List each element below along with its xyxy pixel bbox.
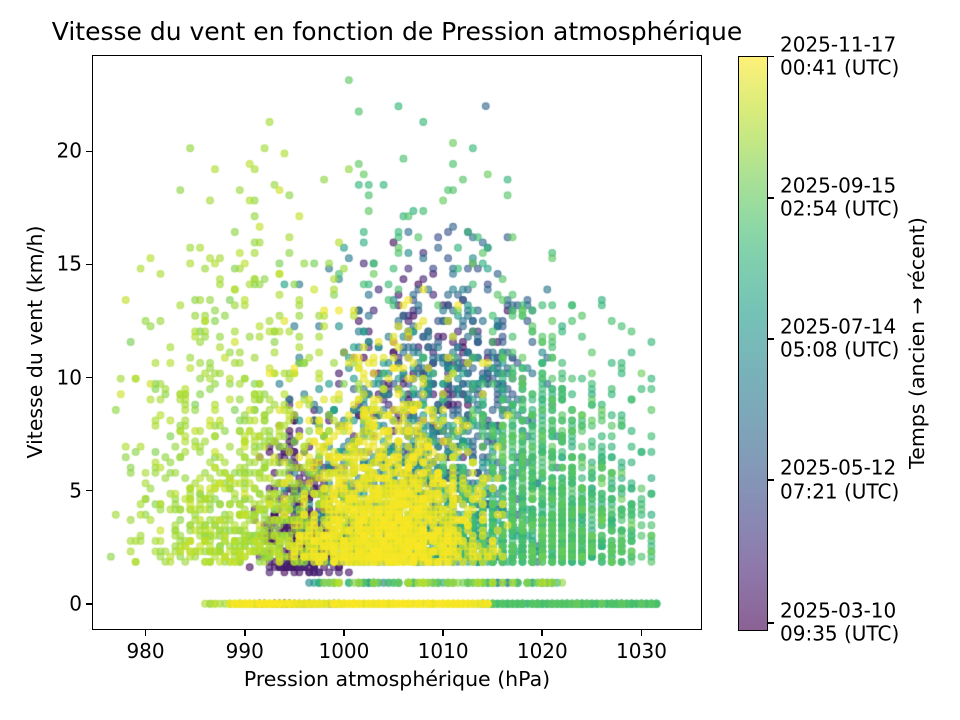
y-tick-label: 15	[56, 251, 82, 276]
colorbar-axis-label: Temps (ancien → récent)	[905, 217, 929, 469]
x-tick-label: 1030	[616, 639, 667, 663]
colorbar-tick-mark	[768, 196, 774, 199]
y-tick-label: 10	[56, 365, 82, 390]
x-tick-mark	[144, 630, 147, 636]
colorbar-tick-label: 2025-11-17 00:41 (UTC)	[780, 32, 900, 80]
x-tick-mark	[541, 630, 544, 636]
colorbar-tick-mark	[768, 55, 774, 58]
x-axis-label: Pression atmosphérique (hPa)	[243, 667, 551, 691]
y-tick-label: 20	[56, 138, 82, 163]
y-tick-mark	[86, 150, 92, 153]
x-tick-mark	[640, 630, 643, 636]
x-tick-mark	[243, 630, 246, 636]
colorbar-tick-mark	[768, 479, 774, 481]
y-tick-mark	[86, 489, 92, 492]
y-tick-mark	[86, 602, 92, 605]
y-tick-label: 5	[69, 478, 82, 503]
y-tick-mark	[86, 263, 92, 266]
colorbar-tick-label: 2025-05-12 07:21 (UTC)	[780, 455, 900, 504]
colorbar-tick-label: 2025-03-10 09:35 (UTC)	[780, 598, 900, 646]
y-axis-label: Vitesse du vent (km/h)	[23, 225, 47, 459]
x-tick-label: 980	[126, 639, 165, 663]
colorbar-tick-mark	[768, 622, 774, 624]
x-tick-mark	[343, 630, 345, 636]
colorbar-tick-label: 2025-09-15 02:54 (UTC)	[780, 173, 900, 221]
x-tick-label: 1020	[516, 639, 568, 663]
colorbar	[738, 56, 768, 631]
colorbar-tick-label: 2025-07-14 05:08 (UTC)	[780, 314, 900, 362]
y-tick-mark	[86, 376, 92, 379]
x-tick-label: 1010	[417, 639, 469, 663]
colorbar-tick-mark	[768, 338, 774, 340]
x-tick-label: 1000	[318, 639, 370, 663]
y-tick-label: 0	[69, 591, 82, 616]
x-tick-label: 990	[225, 639, 264, 663]
x-tick-mark	[442, 630, 444, 636]
